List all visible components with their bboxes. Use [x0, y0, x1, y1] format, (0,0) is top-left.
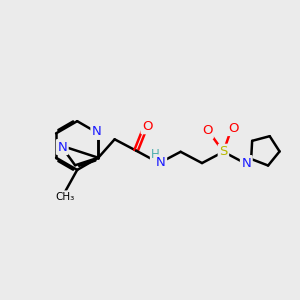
Text: O: O — [142, 120, 153, 133]
Text: N: N — [156, 156, 166, 169]
Text: H: H — [151, 148, 160, 161]
Text: O: O — [228, 122, 238, 134]
Text: N: N — [242, 157, 251, 169]
Text: O: O — [202, 124, 212, 137]
Text: N: N — [92, 125, 102, 138]
Text: N: N — [57, 140, 67, 154]
Text: S: S — [219, 145, 228, 158]
Text: CH₃: CH₃ — [55, 192, 74, 202]
